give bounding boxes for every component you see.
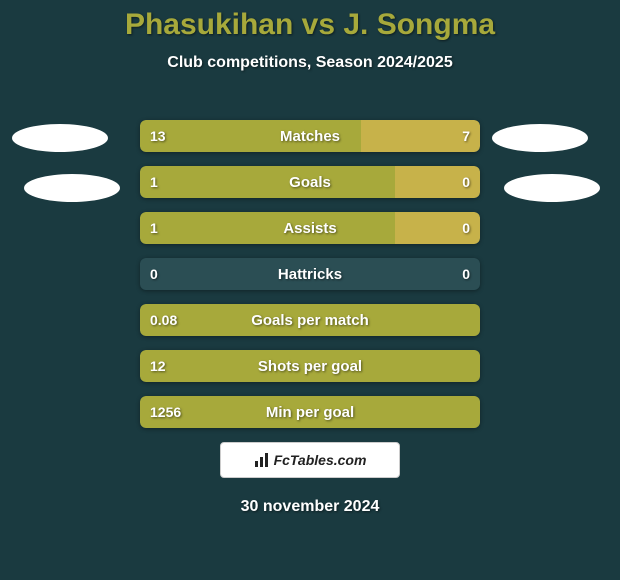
chart-icon bbox=[254, 452, 270, 468]
avatar-placeholder bbox=[492, 124, 588, 152]
attribution-badge: FcTables.com bbox=[220, 442, 400, 478]
comparison-infographic: Phasukihan vs J. Songma Club competition… bbox=[0, 0, 620, 580]
datestamp: 30 november 2024 bbox=[0, 498, 620, 516]
page-title: Phasukihan vs J. Songma bbox=[0, 0, 620, 42]
stat-row: 10Assists bbox=[140, 212, 480, 244]
stat-label: Shots per goal bbox=[140, 350, 480, 382]
stat-row: 00Hattricks bbox=[140, 258, 480, 290]
stat-row: 0.08Goals per match bbox=[140, 304, 480, 336]
stat-label: Matches bbox=[140, 120, 480, 152]
avatar-placeholder bbox=[24, 174, 120, 202]
stat-label: Assists bbox=[140, 212, 480, 244]
comparison-bars: 137Matches 10Goals 10Assists 00Hattricks 0.0… bbox=[140, 120, 480, 442]
stat-row: 12Shots per goal bbox=[140, 350, 480, 382]
page-subtitle: Club competitions, Season 2024/2025 bbox=[0, 54, 620, 72]
stat-label: Hattricks bbox=[140, 258, 480, 290]
stat-label: Goals bbox=[140, 166, 480, 198]
avatar-placeholder bbox=[504, 174, 600, 202]
stat-row: 137Matches bbox=[140, 120, 480, 152]
avatar-placeholder bbox=[12, 124, 108, 152]
stat-label: Goals per match bbox=[140, 304, 480, 336]
stat-row: 10Goals bbox=[140, 166, 480, 198]
stat-label: Min per goal bbox=[140, 396, 480, 428]
stat-row: 1256Min per goal bbox=[140, 396, 480, 428]
attribution-text: FcTables.com bbox=[274, 452, 367, 468]
